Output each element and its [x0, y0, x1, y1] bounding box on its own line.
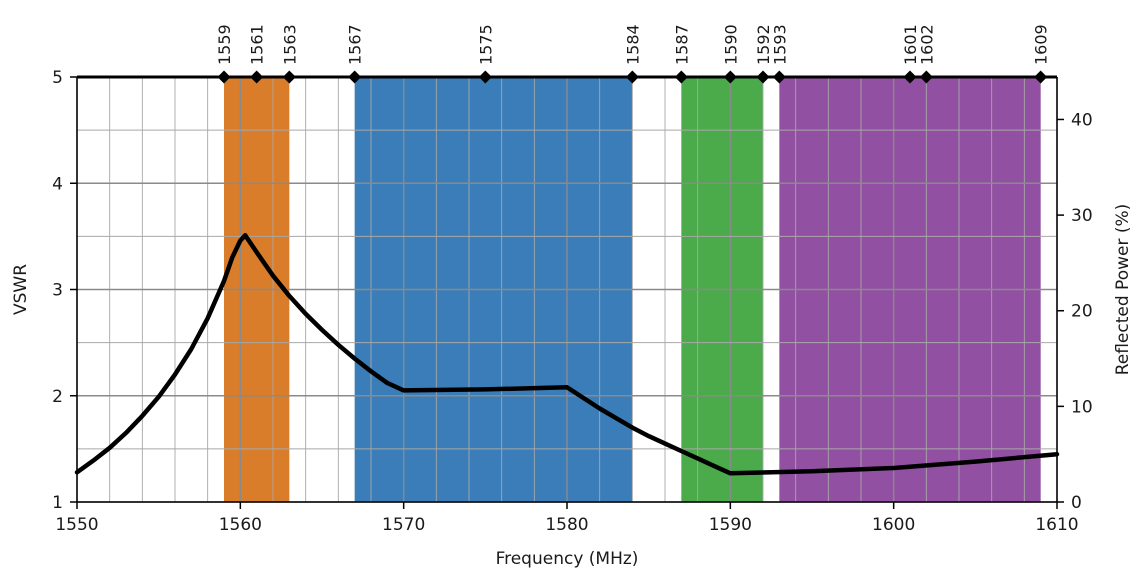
y-tick-label: 3 [52, 281, 63, 301]
y-tick-label: 5 [52, 68, 63, 88]
y2-tick-label: 0 [1071, 493, 1082, 513]
x-tick-label: 1550 [55, 515, 98, 535]
y2-tick-label: 30 [1071, 206, 1093, 226]
y-tick-label: 1 [52, 493, 63, 513]
marker-label: 1561 [248, 24, 267, 65]
vswr-curve [74, 233, 1060, 476]
x-tick-label: 1600 [872, 515, 915, 535]
marker-diamond [903, 70, 917, 84]
marker-label: 1575 [476, 24, 495, 65]
marker-diamond [625, 70, 639, 84]
marker-label: 1593 [770, 24, 789, 65]
x-tick-label: 1560 [219, 515, 262, 535]
x-tick-label: 1580 [545, 515, 588, 535]
marker-label: 1559 [215, 24, 234, 65]
marker-label: 1592 [754, 24, 773, 65]
y2-tick-label: 10 [1071, 397, 1093, 417]
marker-diamond [772, 70, 786, 84]
y-tick-label: 4 [52, 174, 63, 194]
vswr-series-line-1 [74, 233, 1060, 476]
y-axis-label: VSWR [11, 264, 31, 315]
marker-label: 1567 [346, 24, 365, 65]
marker-label: 1587 [672, 24, 691, 65]
marker-diamond [250, 70, 264, 84]
marker-label: 1584 [623, 24, 642, 65]
marker-diamond [723, 70, 737, 84]
marker-diamond [674, 70, 688, 84]
marker-label: 1563 [280, 24, 299, 65]
x-tick-label: 1590 [709, 515, 752, 535]
marker-label: 1590 [721, 24, 740, 65]
band-edge-markers: 1559 1561 1563 1567 1575 1584 1587 1590 15921593… [215, 24, 1051, 84]
marker-diamond [217, 70, 231, 84]
y2-tick-label: 40 [1071, 110, 1093, 130]
marker-label: 1609 [1032, 24, 1051, 65]
x-axis-label: Frequency (MHz) [496, 549, 639, 569]
marker-diamond [478, 70, 492, 84]
marker-diamond [348, 70, 362, 84]
marker-diamond [919, 70, 933, 84]
x-tick-label: 1570 [382, 515, 425, 535]
marker-diamond [756, 70, 770, 84]
plot-frame [70, 75, 1064, 509]
y2-tick-label: 20 [1071, 302, 1093, 322]
y2-axis-label: Reflected Power (%) [1113, 204, 1133, 376]
marker-label: 1601 [901, 24, 920, 65]
x-tick-label: 1610 [1035, 515, 1078, 535]
marker-diamond [1034, 70, 1048, 84]
y-tick-label: 2 [52, 387, 63, 407]
tick-labels: 1550 1560 1570 1580 1590 1600 1610 1 2 3 4 5 0 10 20 30… [52, 68, 1092, 535]
marker-label: 1602 [917, 24, 936, 65]
marker-diamond [282, 70, 296, 84]
